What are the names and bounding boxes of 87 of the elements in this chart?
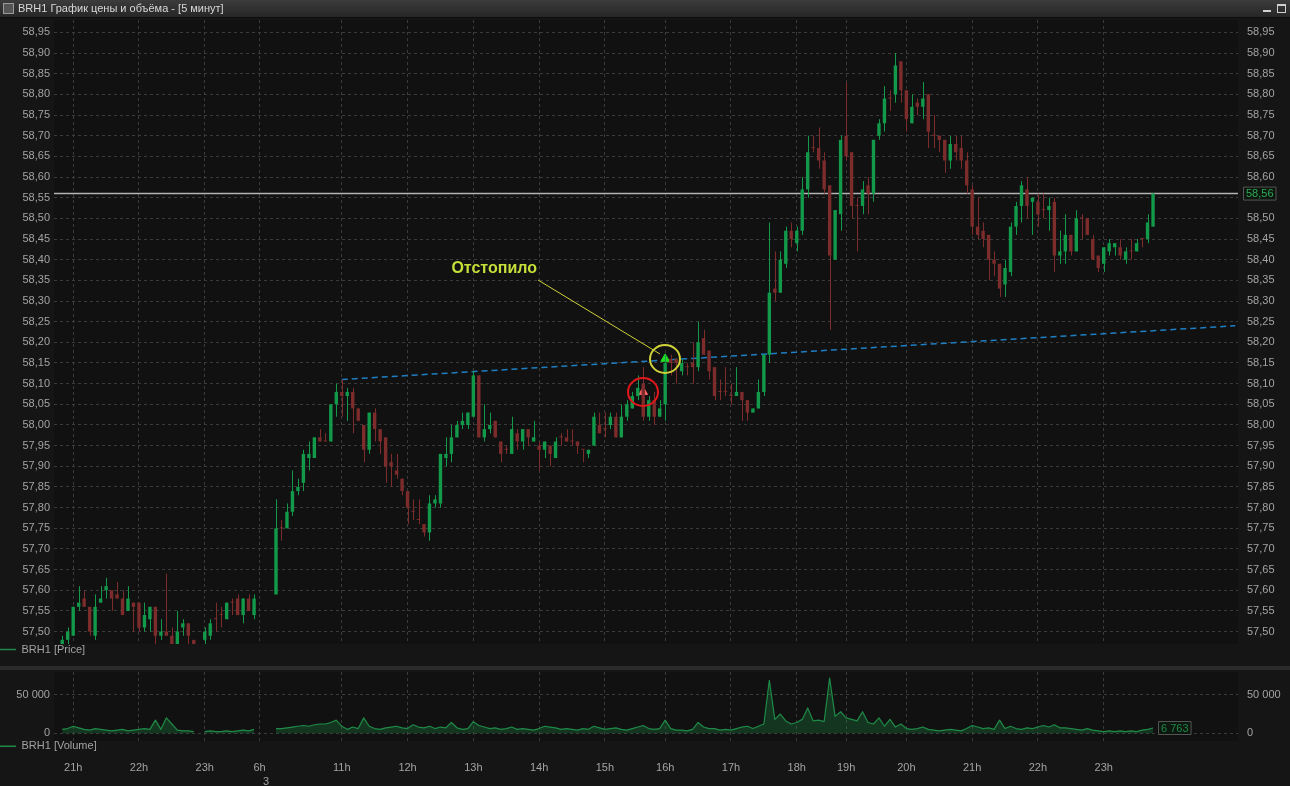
y-tick-label: 57,65 bbox=[22, 562, 50, 575]
y-tick-label: 57,70 bbox=[22, 541, 50, 554]
y2-tick-label: 57,80 bbox=[1247, 500, 1275, 513]
y2-tick-label: 58,00 bbox=[1247, 418, 1275, 431]
y2-tick-label: 58,60 bbox=[1247, 170, 1275, 183]
y2-tick-label: 57,95 bbox=[1247, 438, 1275, 451]
y-tick-label: 58,70 bbox=[22, 128, 50, 141]
y-tick-label: 58,75 bbox=[22, 108, 50, 121]
y-tick-label: 57,85 bbox=[22, 480, 50, 492]
annotation: Отстопило bbox=[451, 259, 538, 277]
y-tick-label: 57,90 bbox=[22, 459, 50, 472]
x-tick-label: 12h bbox=[398, 761, 417, 774]
y-tick-label: 58,40 bbox=[22, 252, 50, 265]
y-tick-label: 58,95 bbox=[22, 25, 50, 38]
x-tick-label: 20h bbox=[897, 761, 916, 774]
y2-tick-label: 58,40 bbox=[1247, 252, 1275, 265]
legend-label: BRH1 [Price] bbox=[21, 642, 86, 655]
y-tick-label: 58,05 bbox=[22, 397, 50, 410]
y-tick-label: 58,65 bbox=[22, 149, 50, 162]
y2-tick-label: 57,75 bbox=[1247, 521, 1275, 534]
y2-tick-label: 57,85 bbox=[1247, 480, 1275, 492]
y-tick-label: 58,45 bbox=[22, 232, 50, 245]
x-tick-label: 21h bbox=[962, 761, 982, 774]
y-tick-label: 58,80 bbox=[22, 87, 50, 100]
x-tick-label: 14h bbox=[529, 761, 549, 774]
chart-title: BRH1 График цены и объёма - [5 минут] bbox=[18, 2, 224, 15]
y-tick-label: 58,55 bbox=[22, 190, 50, 203]
y2-tick-label: 50 000 bbox=[1247, 687, 1281, 700]
y-tick-label: 58,60 bbox=[22, 170, 50, 183]
y2-tick-label: 57,60 bbox=[1247, 583, 1275, 596]
x-tick-label: 17h bbox=[721, 761, 741, 774]
y2-tick-label: 57,50 bbox=[1247, 624, 1275, 637]
y-tick-label: 0 bbox=[43, 726, 50, 739]
data-label: 6 763 bbox=[1161, 721, 1189, 734]
y-tick-label: 58,25 bbox=[22, 314, 50, 327]
y2-tick-label: 58,35 bbox=[1247, 273, 1275, 286]
y-tick-label: 58,85 bbox=[22, 66, 50, 79]
x-tick-label: 22h bbox=[1028, 761, 1048, 774]
y2-tick-label: 0 bbox=[1247, 726, 1254, 739]
y2-tick-label: 58,65 bbox=[1247, 149, 1275, 162]
y2-tick-label: 57,65 bbox=[1247, 562, 1275, 575]
x-tick-label: 23h bbox=[1094, 761, 1113, 774]
x-tick-label: 16h bbox=[656, 761, 675, 774]
y2-tick-label: 58,25 bbox=[1247, 314, 1275, 327]
x-tick-label: 21h bbox=[64, 761, 83, 774]
y2-tick-label: 57,90 bbox=[1247, 459, 1275, 472]
y-tick-label: 58,30 bbox=[22, 294, 50, 307]
y2-tick-label: 57,70 bbox=[1247, 541, 1275, 554]
x-tick-label: 22h bbox=[129, 761, 149, 774]
y-tick-label: 50 000 bbox=[16, 687, 50, 700]
y-tick-label: 58,35 bbox=[22, 273, 50, 286]
y2-tick-label: 58,10 bbox=[1247, 376, 1275, 389]
y2-tick-label: 58,20 bbox=[1247, 335, 1275, 348]
y2-tick-label: 58,45 bbox=[1247, 232, 1275, 245]
y-tick-label: 58,50 bbox=[22, 211, 50, 224]
y-tick-label: 58,00 bbox=[22, 418, 50, 431]
x-tick-label: 19h bbox=[836, 761, 856, 774]
legend-label: BRH1 [Volume] bbox=[21, 739, 97, 752]
y2-tick-label: 58,15 bbox=[1247, 356, 1275, 369]
y2-tick-label: 58,90 bbox=[1247, 46, 1275, 59]
x-tick-label: 18h bbox=[787, 761, 806, 774]
y2-tick-label: 58,05 bbox=[1247, 397, 1275, 410]
x-tick-label: 11h bbox=[333, 761, 351, 774]
text: 3 bbox=[262, 774, 270, 786]
y-tick-label: 57,75 bbox=[22, 521, 50, 534]
y-tick-label: 57,55 bbox=[22, 603, 50, 616]
y-tick-label: 57,95 bbox=[22, 438, 50, 451]
y-tick-label: 57,50 bbox=[22, 624, 50, 637]
y-tick-label: 58,10 bbox=[22, 376, 50, 389]
y-tick-label: 58,15 bbox=[22, 356, 50, 369]
y-tick-label: 58,90 bbox=[22, 46, 50, 59]
ref-line-label: 58,56 bbox=[1246, 187, 1274, 200]
x-tick-label: 23h bbox=[195, 761, 214, 774]
x-tick-label: 15h bbox=[595, 761, 615, 774]
y2-tick-label: 58,50 bbox=[1247, 211, 1275, 224]
y2-tick-label: 58,75 bbox=[1247, 108, 1275, 121]
y2-tick-label: 57,55 bbox=[1247, 603, 1275, 616]
y2-tick-label: 58,85 bbox=[1247, 66, 1275, 79]
y-tick-label: 57,80 bbox=[22, 500, 50, 513]
y2-tick-label: 58,80 bbox=[1247, 87, 1275, 100]
y2-tick-label: 58,30 bbox=[1247, 294, 1275, 307]
y2-tick-label: 58,95 bbox=[1247, 25, 1275, 38]
y-tick-label: 57,60 bbox=[22, 583, 50, 596]
x-tick-label: 13h bbox=[464, 761, 483, 774]
x-tick-label: 6h bbox=[253, 761, 266, 774]
y2-tick-label: 58,70 bbox=[1247, 128, 1275, 141]
y-tick-label: 58,20 bbox=[22, 335, 50, 348]
